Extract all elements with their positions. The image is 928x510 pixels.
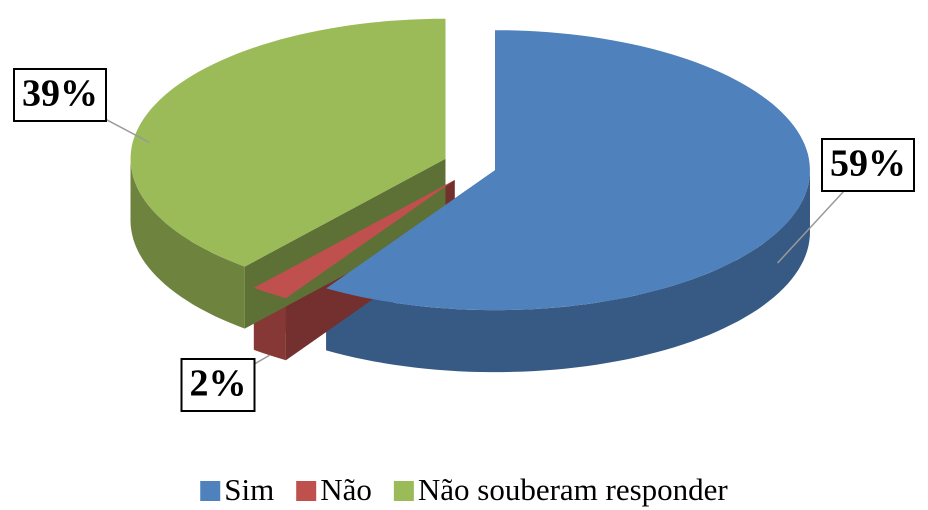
legend-swatch	[296, 481, 317, 501]
slice	[253, 180, 455, 299]
data-label: 59%	[830, 143, 906, 185]
legend-label: Não	[320, 472, 372, 507]
slice	[326, 30, 810, 311]
data-label-box	[180, 358, 256, 412]
data-label-box	[13, 68, 107, 122]
slice-wall	[130, 158, 245, 329]
slice	[130, 18, 446, 267]
slice-wall	[326, 170, 810, 373]
data-label-box	[821, 138, 915, 192]
data-label: 2%	[190, 363, 247, 405]
legend-label: Sim	[224, 472, 274, 507]
legend-swatch	[200, 481, 221, 501]
legend: Sim Não Não souberam responder	[200, 472, 728, 507]
pie-tops	[130, 18, 810, 311]
data-label: 39%	[22, 73, 98, 115]
legend-label: Não souberam responder	[418, 472, 729, 507]
legend-swatch	[393, 481, 414, 501]
